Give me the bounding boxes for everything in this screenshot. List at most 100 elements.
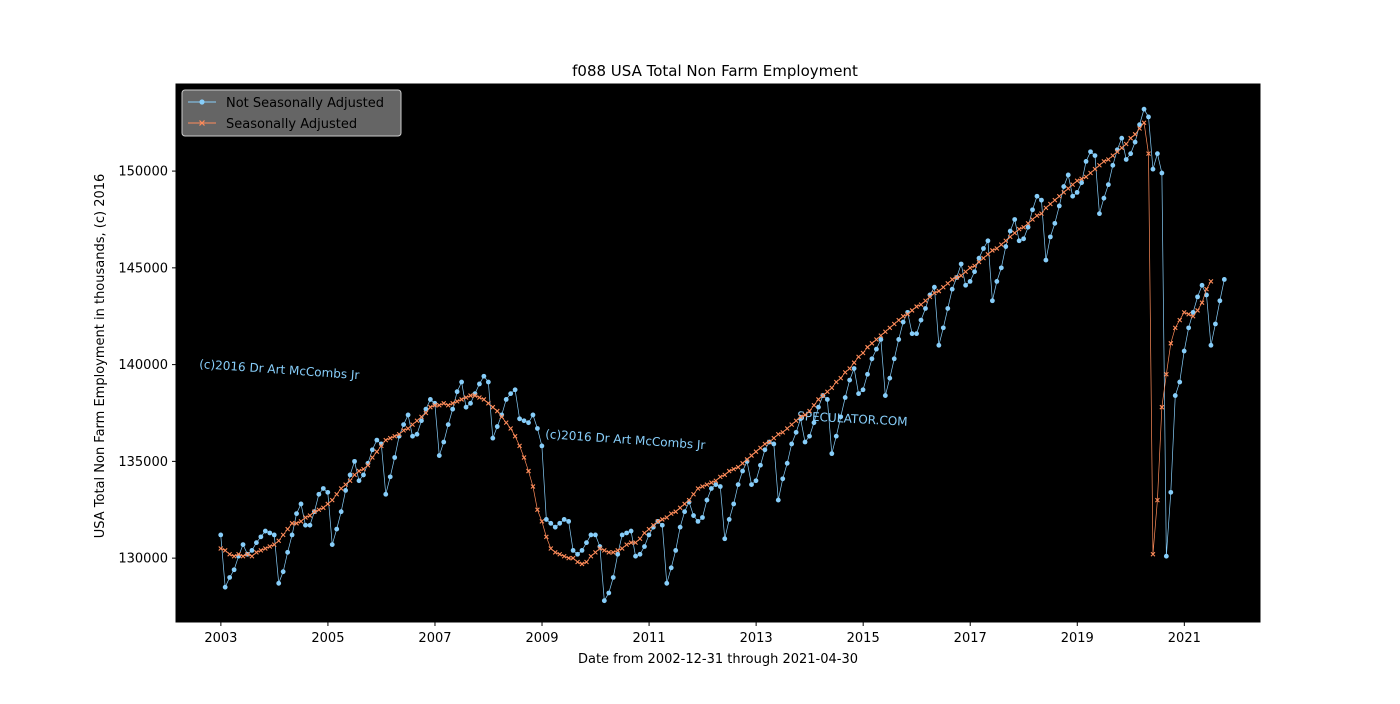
data-point <box>793 429 799 435</box>
data-point <box>1137 122 1142 128</box>
data-point <box>740 468 745 474</box>
data-point <box>717 484 723 489</box>
data-point <box>865 344 870 350</box>
data-point <box>722 536 728 542</box>
data-point <box>1163 553 1169 559</box>
data-point <box>1097 162 1102 168</box>
data-point <box>802 439 808 445</box>
data-point <box>735 464 741 470</box>
data-point <box>468 400 473 406</box>
data-point <box>356 478 362 484</box>
data-point <box>1007 228 1013 234</box>
data-point <box>824 389 830 395</box>
data-point <box>521 455 527 460</box>
data-point <box>1047 234 1053 240</box>
data-point <box>945 280 951 286</box>
data-point <box>900 313 906 319</box>
data-point <box>485 400 491 406</box>
data-point <box>575 551 580 557</box>
data-point <box>963 282 969 288</box>
data-point <box>847 366 853 371</box>
data-point <box>646 526 652 532</box>
data-point <box>1213 321 1218 327</box>
data-point <box>570 555 576 561</box>
data-point <box>280 532 286 538</box>
data-point <box>316 507 322 513</box>
data-point <box>1039 211 1044 217</box>
data-point <box>320 505 326 511</box>
data-point <box>847 377 853 383</box>
x-axis-ticks: 2003 2005 2007 2009 2011 2013 2015 2017 2019 2021 <box>204 622 1201 646</box>
data-point <box>436 453 442 458</box>
data-point <box>628 528 634 534</box>
data-point <box>851 360 857 366</box>
data-point <box>289 532 295 538</box>
data-point <box>552 524 558 530</box>
data-point <box>967 279 973 284</box>
data-point <box>249 553 255 559</box>
data-point <box>1016 226 1022 232</box>
data-point <box>932 284 937 290</box>
data-point <box>369 455 375 460</box>
data-point <box>1012 230 1018 236</box>
data-point <box>619 546 625 551</box>
data-point <box>976 255 982 261</box>
data-point <box>1047 201 1053 207</box>
data-point <box>1199 282 1205 288</box>
data-point <box>891 321 897 327</box>
data-point <box>936 288 942 294</box>
data-point <box>869 340 875 346</box>
data-point <box>1208 279 1214 284</box>
data-point <box>231 553 237 559</box>
data-point <box>468 393 473 398</box>
data-point <box>619 532 625 538</box>
data-point <box>334 526 340 532</box>
data-point <box>427 404 433 410</box>
data-point <box>958 261 964 267</box>
data-point <box>557 551 563 557</box>
data-point <box>985 251 991 257</box>
data-point <box>276 580 282 586</box>
data-point <box>945 306 951 311</box>
data-point <box>691 513 696 518</box>
data-point <box>477 381 482 387</box>
data-point <box>593 532 598 538</box>
data-point <box>347 478 353 484</box>
data-point <box>1155 497 1160 503</box>
data-point <box>878 337 884 342</box>
data-point <box>1168 489 1174 495</box>
data-point <box>874 346 879 352</box>
data-point <box>1105 157 1111 162</box>
data-point <box>423 410 429 416</box>
data-point <box>405 426 411 431</box>
data-point <box>454 398 460 404</box>
data-point <box>762 441 768 447</box>
data-point <box>1195 294 1200 300</box>
data-point <box>539 443 545 449</box>
data-point <box>820 393 826 398</box>
data-point <box>651 522 656 528</box>
data-point <box>1025 224 1031 230</box>
data-point <box>338 509 344 515</box>
data-point <box>222 548 228 553</box>
data-point <box>1177 379 1183 385</box>
data-point <box>610 549 616 555</box>
data-point <box>227 551 233 557</box>
data-point <box>1061 189 1067 195</box>
data-point <box>1070 182 1076 188</box>
data-point <box>927 294 933 300</box>
data-point <box>762 447 768 453</box>
data-point <box>419 414 424 420</box>
data-point <box>708 486 714 491</box>
data-point <box>713 478 719 484</box>
data-point <box>392 433 398 439</box>
data-point <box>517 443 522 449</box>
data-point <box>923 306 928 311</box>
data-point <box>695 486 701 491</box>
data-point <box>753 449 759 455</box>
data-point <box>601 598 607 604</box>
data-point <box>860 350 866 356</box>
y-tick-label: 145000 <box>118 261 168 276</box>
data-point <box>686 497 692 503</box>
data-point <box>758 445 763 451</box>
